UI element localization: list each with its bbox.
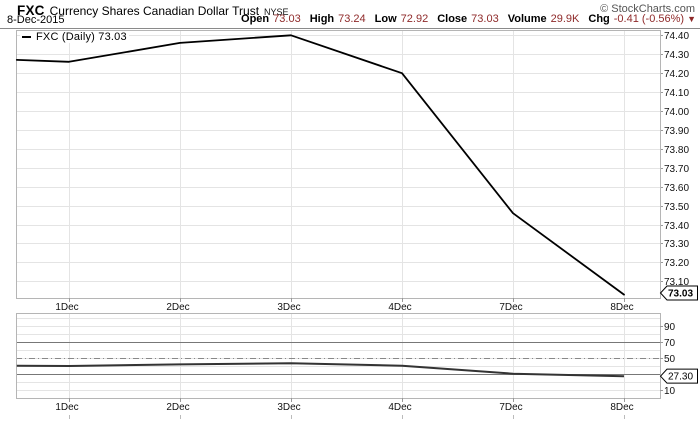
quote-value-chg: -0.41 (-0.56%) bbox=[613, 13, 685, 25]
y-axis-label: 70 bbox=[664, 338, 676, 349]
y-axis-label: 73.60 bbox=[664, 183, 689, 194]
x-axis-label: 4Dec bbox=[388, 402, 411, 413]
price-legend: FXC (Daily) 73.03 bbox=[20, 31, 129, 43]
y-axis-label: 74.30 bbox=[664, 50, 689, 61]
y-axis-label: 10 bbox=[664, 386, 676, 397]
quote-label-volume: Volume bbox=[507, 13, 547, 25]
legend-line-swatch bbox=[22, 36, 31, 38]
y-axis-label: 74.40 bbox=[664, 31, 689, 42]
price-legend-label: FXC (Daily) 73.03 bbox=[36, 31, 127, 43]
y-axis-label: 73.50 bbox=[664, 202, 689, 213]
y-axis-label: 73.70 bbox=[664, 164, 689, 175]
x-axis-label: 8Dec bbox=[610, 402, 633, 413]
x-axis-label: 2Dec bbox=[166, 402, 189, 413]
price-line bbox=[15, 34, 625, 296]
panel-border bbox=[16, 30, 661, 299]
indicator-line bbox=[16, 362, 625, 378]
x-axis-label: 8Dec bbox=[610, 302, 633, 313]
change-down-arrow-icon: ▼ bbox=[687, 14, 696, 24]
header-divider bbox=[0, 28, 700, 29]
y-axis-label: 73.30 bbox=[664, 239, 689, 250]
quote-value-low: 72.92 bbox=[400, 13, 429, 25]
copyright-label: © StockCharts.com bbox=[600, 3, 695, 15]
quote-label-high: High bbox=[309, 13, 335, 25]
quote-label-open: Open bbox=[241, 13, 270, 25]
x-axis-label: 3Dec bbox=[277, 402, 300, 413]
y-axis-label: 73.80 bbox=[664, 145, 689, 156]
x-axis-label: 4Dec bbox=[388, 302, 411, 313]
y-axis-label: 74.20 bbox=[664, 69, 689, 80]
chart-date: 8-Dec-2015 bbox=[7, 14, 65, 26]
quote-line: Open 73.03 High 73.24 Low 72.92 Close 73.03 Volu… bbox=[241, 13, 696, 25]
x-axis-label: 1Dec bbox=[55, 302, 78, 313]
x-axis-label: 1Dec bbox=[55, 402, 78, 413]
quote-label-close: Close bbox=[437, 13, 468, 25]
y-axis-label: 74.10 bbox=[664, 88, 689, 99]
x-axis-label: 2Dec bbox=[166, 302, 189, 313]
chart-header: FXC Currency Shares Canadian Dollar Trust… bbox=[17, 2, 289, 20]
last-price-tag bbox=[659, 285, 698, 301]
quote-value-open: 73.03 bbox=[273, 13, 301, 25]
quote-value-high: 73.24 bbox=[338, 13, 366, 25]
quote-value-volume: 29.9K bbox=[550, 13, 580, 25]
quote-value-close: 73.03 bbox=[471, 13, 499, 25]
x-axis-label: 7Dec bbox=[499, 402, 522, 413]
x-axis-label: 3Dec bbox=[277, 302, 300, 313]
last-price-label: 73.03 bbox=[668, 289, 693, 300]
quote-label-chg: Chg bbox=[588, 13, 610, 25]
exchange-label: NYSE bbox=[264, 7, 289, 17]
y-axis-label: 73.10 bbox=[664, 277, 689, 288]
y-axis-label: 90 bbox=[664, 322, 676, 333]
quote-label-low: Low bbox=[374, 13, 397, 25]
security-name: Currency Shares Canadian Dollar Trust bbox=[49, 4, 260, 18]
y-axis-label: 50 bbox=[664, 354, 676, 365]
y-axis-label: 73.90 bbox=[664, 126, 689, 137]
indicator-value-tag bbox=[659, 368, 698, 384]
x-axis-label: 7Dec bbox=[499, 302, 522, 313]
y-axis-label: 74.00 bbox=[664, 107, 689, 118]
indicator-value-label: 27.30 bbox=[668, 372, 693, 383]
panel-border bbox=[16, 313, 661, 399]
y-axis-label: 73.20 bbox=[664, 258, 689, 269]
y-axis-label: 73.40 bbox=[664, 221, 689, 232]
ticker-symbol: FXC bbox=[17, 3, 45, 18]
